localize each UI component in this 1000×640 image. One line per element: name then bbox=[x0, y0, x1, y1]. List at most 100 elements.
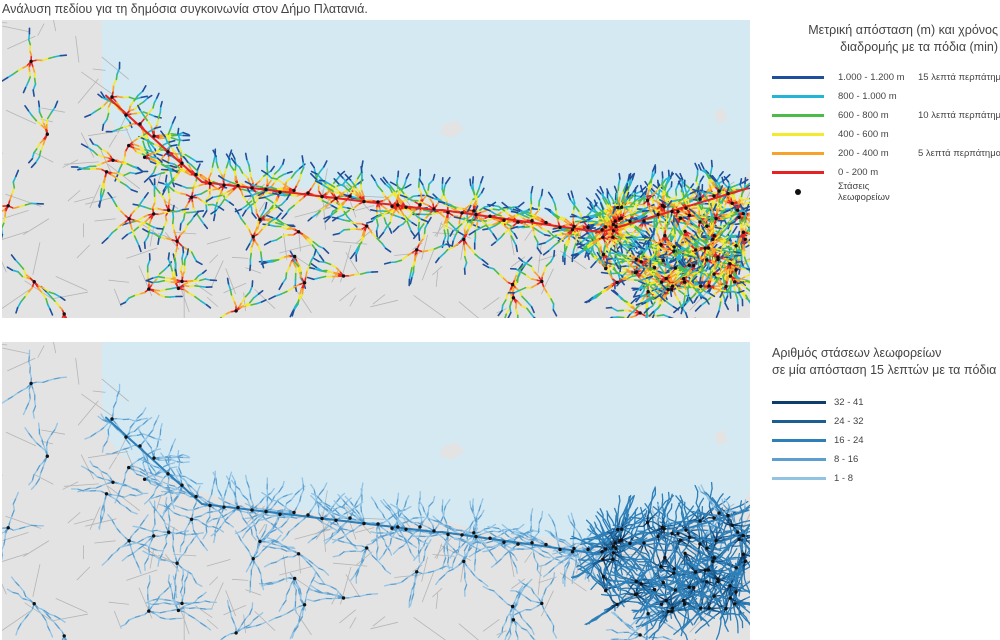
network-segment bbox=[604, 213, 611, 221]
network-segment bbox=[202, 269, 207, 274]
network-segment bbox=[115, 73, 118, 81]
network-segment bbox=[654, 191, 662, 198]
network-segment bbox=[298, 265, 302, 274]
network-segment bbox=[708, 263, 715, 270]
network-segment bbox=[266, 260, 274, 264]
network-segment bbox=[225, 153, 231, 161]
network-segment bbox=[652, 292, 659, 298]
network-segment bbox=[685, 236, 693, 242]
network-segment bbox=[722, 182, 729, 189]
network-segment bbox=[290, 171, 297, 179]
network-segment bbox=[524, 210, 531, 215]
network-segment bbox=[701, 207, 707, 215]
network-segment bbox=[698, 217, 705, 225]
network-segment bbox=[745, 287, 750, 292]
network-segment bbox=[674, 285, 680, 292]
network-segment bbox=[618, 270, 626, 274]
network-segment bbox=[453, 216, 462, 220]
network-segment bbox=[698, 192, 702, 199]
network-segment bbox=[94, 167, 102, 170]
network-segment bbox=[100, 160, 108, 165]
network-segment bbox=[293, 303, 299, 311]
network-segment bbox=[106, 112, 110, 121]
network-segment bbox=[639, 245, 645, 253]
network-segment bbox=[294, 267, 298, 275]
network-segment bbox=[716, 229, 724, 236]
network-segment bbox=[342, 177, 348, 184]
network-segment bbox=[613, 266, 618, 274]
network-segment bbox=[644, 187, 648, 196]
network-segment bbox=[612, 289, 619, 295]
network-segment bbox=[628, 177, 632, 185]
network-segment bbox=[632, 185, 639, 193]
network-segment bbox=[177, 127, 180, 135]
network-segment bbox=[635, 196, 642, 201]
network-segment bbox=[248, 237, 254, 245]
network-segment bbox=[740, 279, 747, 282]
network-segment bbox=[709, 221, 713, 229]
network-segment bbox=[651, 262, 660, 266]
network-segment bbox=[647, 280, 656, 286]
main-road bbox=[243, 186, 251, 189]
network-segment bbox=[618, 195, 621, 204]
network-segment bbox=[375, 224, 379, 232]
network-segment bbox=[169, 264, 173, 272]
network-segment bbox=[220, 313, 227, 318]
network-segment bbox=[538, 230, 546, 236]
network-segment bbox=[267, 219, 273, 225]
network-segment bbox=[505, 223, 514, 228]
network-segment bbox=[53, 54, 62, 58]
network-segment bbox=[282, 223, 290, 228]
network-segment bbox=[116, 205, 121, 212]
network-segment bbox=[645, 275, 654, 280]
network-segment bbox=[589, 203, 594, 210]
network-segment bbox=[42, 139, 46, 147]
network-segment bbox=[647, 205, 653, 214]
network-segment bbox=[135, 239, 140, 247]
network-segment bbox=[153, 232, 162, 239]
network-segment bbox=[596, 189, 602, 195]
network-segment bbox=[230, 157, 237, 165]
network-segment bbox=[644, 226, 650, 233]
network-segment bbox=[666, 196, 671, 203]
network-segment bbox=[156, 227, 164, 230]
network-segment bbox=[117, 172, 125, 177]
network-segment bbox=[157, 111, 162, 120]
network-segment bbox=[155, 187, 161, 194]
network-segment bbox=[719, 228, 727, 236]
network-segment bbox=[650, 269, 657, 273]
network-segment bbox=[163, 279, 171, 283]
network-segment bbox=[101, 96, 108, 101]
network-segment bbox=[438, 252, 446, 259]
network-segment bbox=[229, 181, 237, 185]
network-segment bbox=[274, 293, 282, 298]
road bbox=[142, 224, 166, 240]
network-segment bbox=[443, 194, 448, 202]
network-segment bbox=[301, 233, 308, 241]
network-segment bbox=[254, 240, 260, 247]
network-segment bbox=[134, 205, 140, 211]
network-segment bbox=[293, 261, 300, 268]
road bbox=[94, 218, 116, 222]
network-segment bbox=[241, 172, 249, 179]
network-segment bbox=[11, 187, 16, 195]
network-segment bbox=[714, 226, 722, 230]
network-segment bbox=[624, 234, 632, 237]
network-segment bbox=[668, 196, 677, 201]
network-segment bbox=[685, 191, 689, 199]
network-segment bbox=[410, 230, 416, 238]
network-segment bbox=[39, 144, 44, 152]
road bbox=[126, 247, 158, 259]
walking-distance-map[interactable] bbox=[2, 20, 750, 318]
network-segment bbox=[215, 204, 222, 212]
network-segment bbox=[501, 304, 504, 312]
network-segment bbox=[696, 185, 700, 194]
network-segment bbox=[684, 298, 692, 305]
network-segment bbox=[50, 106, 56, 114]
network-segment bbox=[400, 255, 408, 262]
main-road bbox=[117, 105, 125, 113]
network-segment bbox=[621, 219, 628, 224]
network-segment bbox=[587, 206, 593, 212]
network-segment bbox=[617, 183, 620, 192]
network-segment bbox=[399, 187, 405, 195]
